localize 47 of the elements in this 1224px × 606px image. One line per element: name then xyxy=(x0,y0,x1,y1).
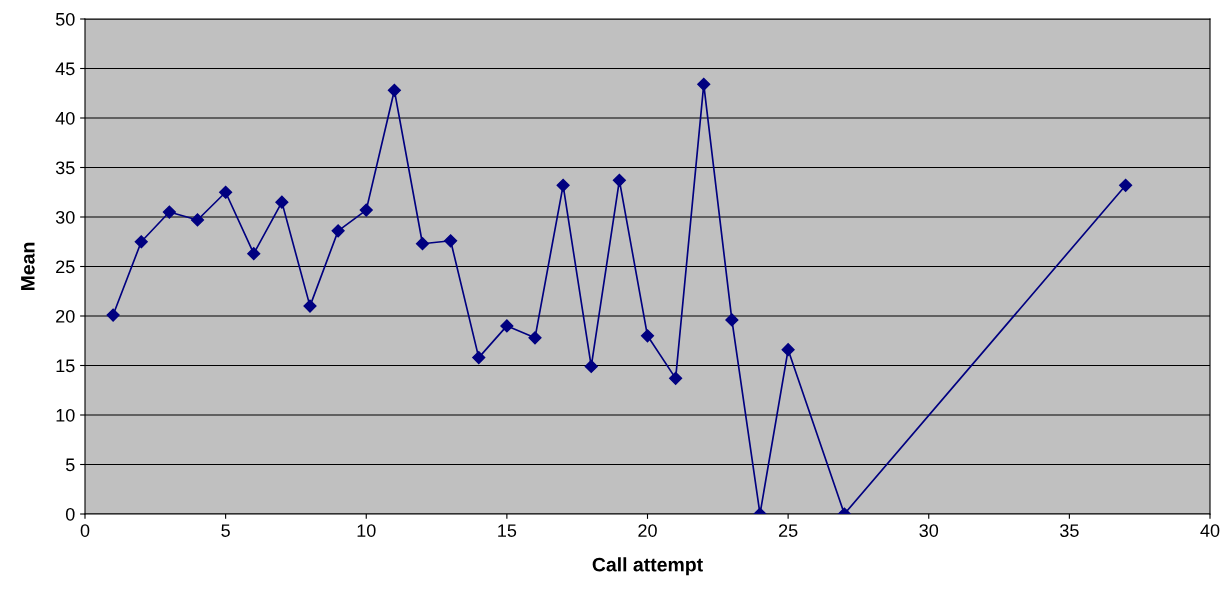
point xyxy=(612,173,626,187)
point xyxy=(781,343,795,357)
y-tick-label: 5 xyxy=(65,458,75,472)
point xyxy=(472,350,486,365)
point xyxy=(556,178,570,192)
x-axis-title: Call attempt xyxy=(592,557,703,576)
point xyxy=(275,195,289,209)
y-tick-label: 0 xyxy=(65,507,75,521)
x-tick-label: 20 xyxy=(638,524,657,537)
point xyxy=(387,83,401,97)
point xyxy=(190,213,205,227)
point xyxy=(725,313,739,327)
x-tick-label: 15 xyxy=(498,524,517,537)
y-tick-label: 10 xyxy=(56,408,75,422)
y-tick-label: 30 xyxy=(55,210,75,224)
point xyxy=(331,224,345,238)
y-tick-label: 40 xyxy=(55,111,75,125)
x-tick-label: 35 xyxy=(1060,524,1079,537)
point xyxy=(444,234,458,248)
y-axis-title: Mean xyxy=(21,242,35,291)
point xyxy=(640,329,655,343)
point xyxy=(247,247,261,261)
point xyxy=(219,185,233,199)
x-tick-label: 40 xyxy=(1200,524,1220,537)
point xyxy=(669,371,683,385)
y-tick-label: 15 xyxy=(56,359,75,373)
y-tick-label: 35 xyxy=(55,161,75,175)
x-tick-label: 0 xyxy=(80,524,90,537)
point xyxy=(106,308,120,322)
y-tick-label: 25 xyxy=(56,260,75,274)
y-tick-label: 50 xyxy=(55,12,75,26)
point xyxy=(697,77,711,91)
point xyxy=(359,203,373,217)
x-tick-label: 10 xyxy=(357,524,376,537)
y-tick-label: 20 xyxy=(56,309,75,323)
point xyxy=(162,205,176,219)
point xyxy=(303,299,317,313)
point xyxy=(584,359,598,374)
point xyxy=(134,235,148,249)
point xyxy=(500,319,514,333)
point xyxy=(415,237,430,251)
point xyxy=(1119,178,1133,192)
x-tick-label: 30 xyxy=(919,524,939,537)
point xyxy=(528,331,542,345)
x-tick-label: 5 xyxy=(221,524,230,537)
x-tick-label: 25 xyxy=(778,524,798,537)
y-tick-label: 45 xyxy=(55,62,75,76)
